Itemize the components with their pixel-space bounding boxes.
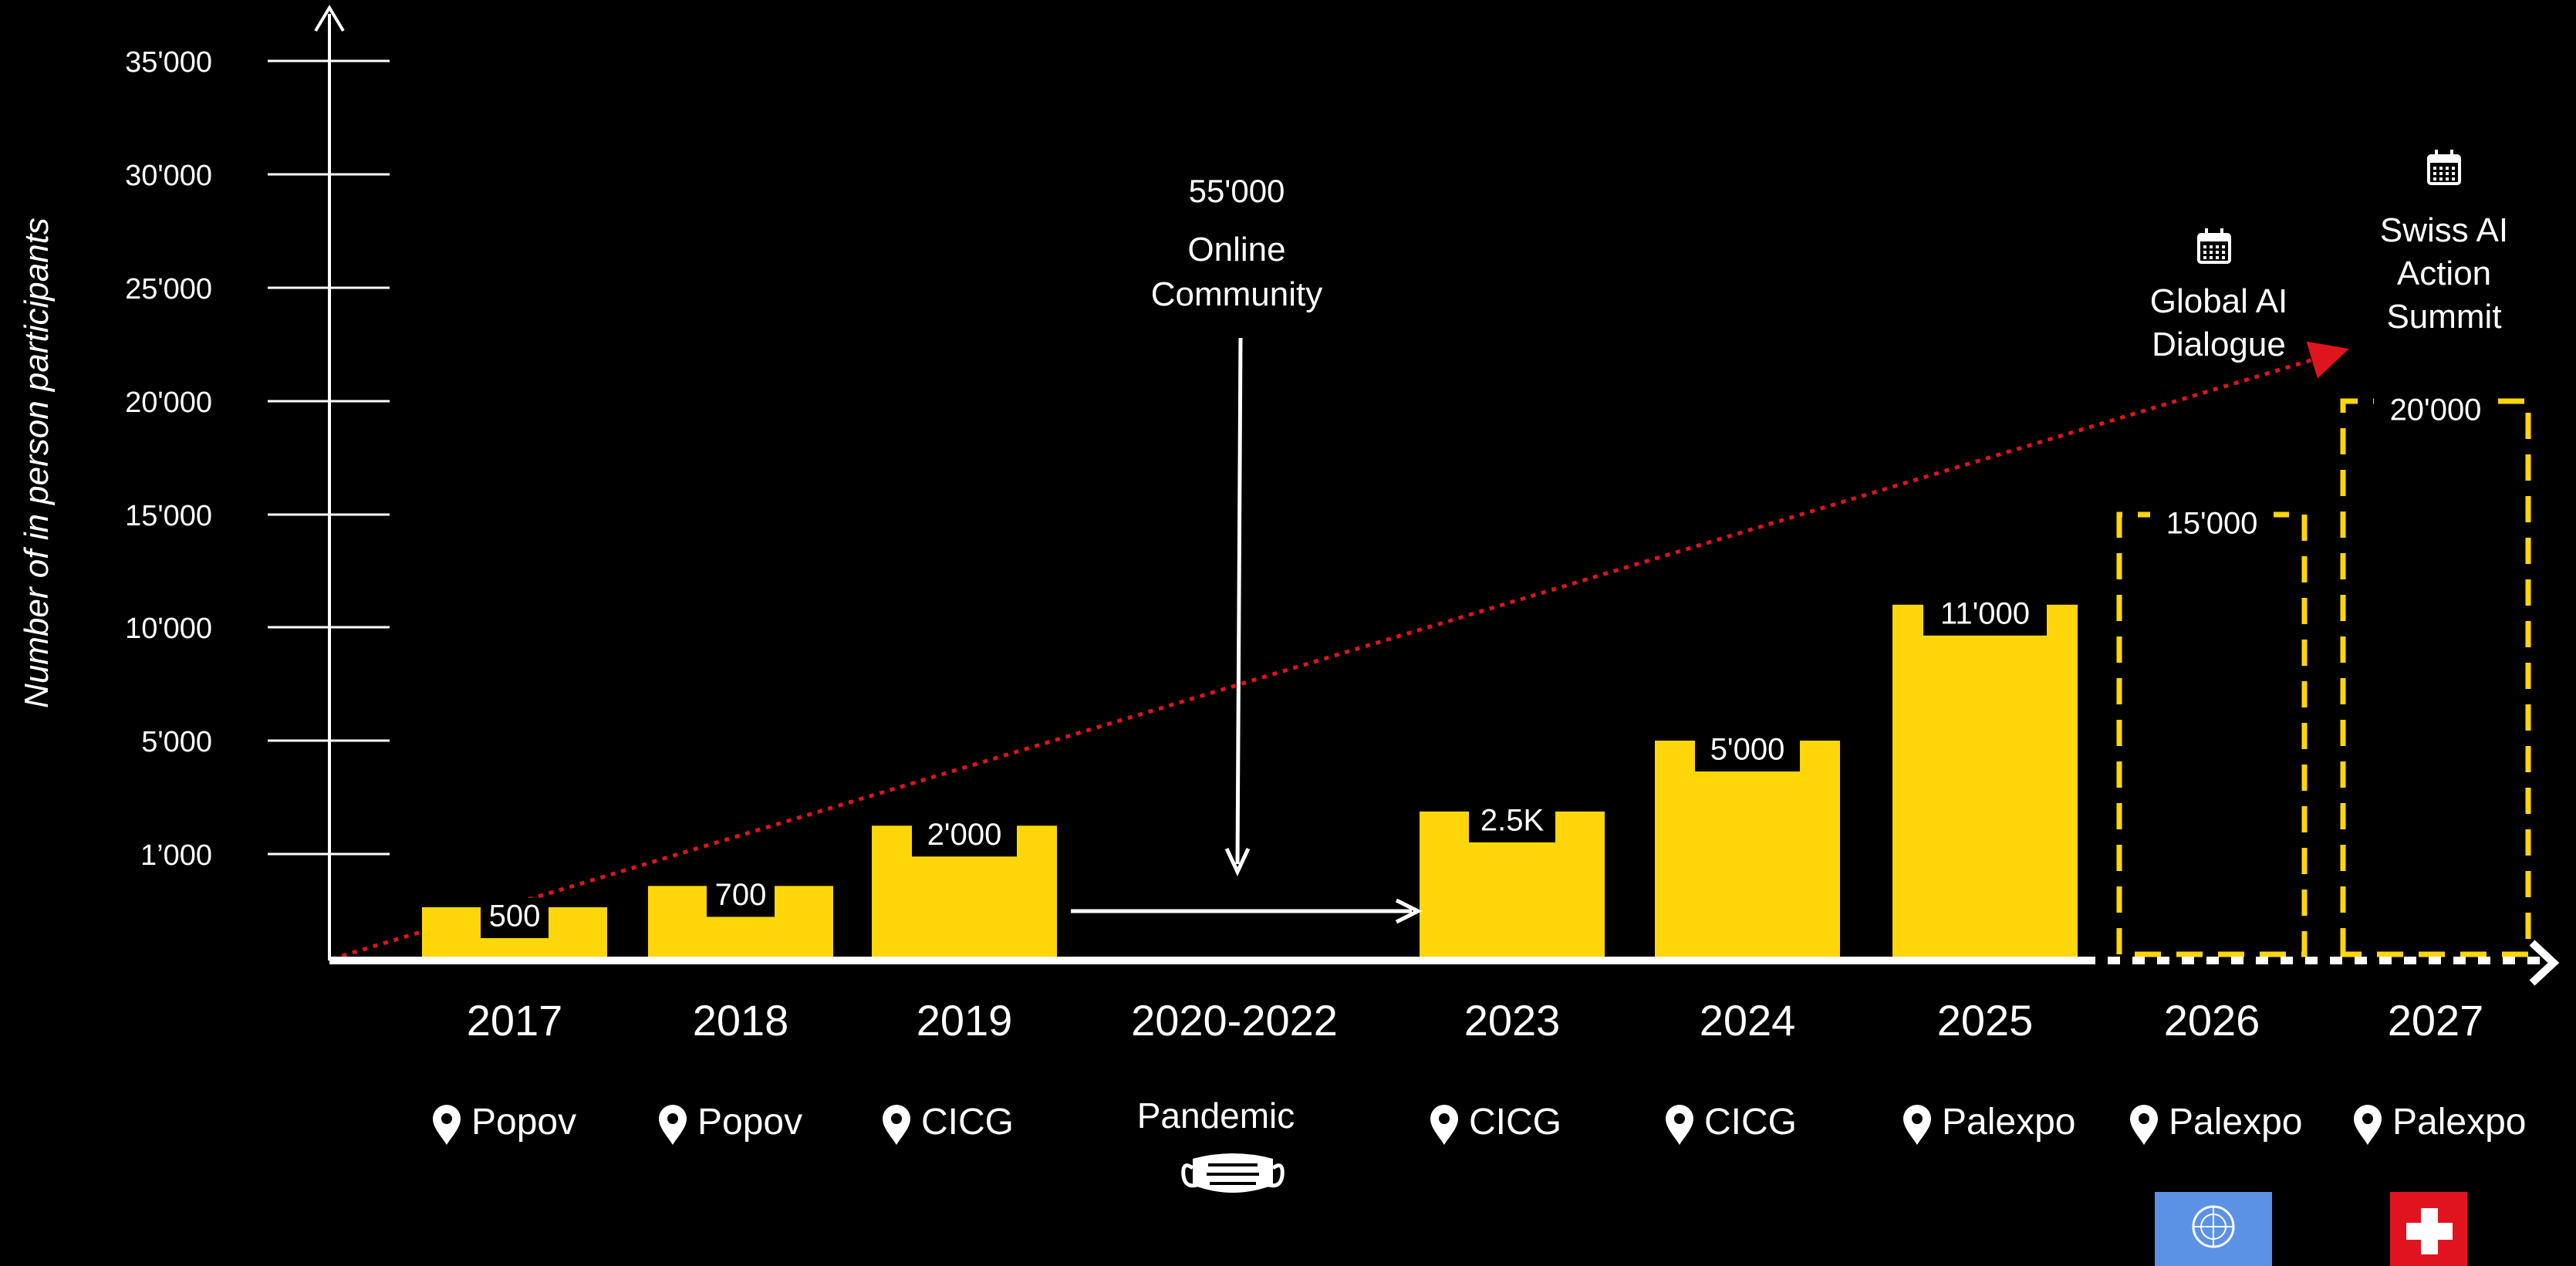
x-tick-label: 2025 <box>1937 996 2034 1045</box>
location-pin-icon <box>2130 1105 2158 1145</box>
venue-label: CICG <box>921 1102 1014 1143</box>
value-label: 700 <box>715 878 767 912</box>
y-axis-title: Number of in person participants <box>18 218 56 708</box>
event-label: Global AI Dialogue <box>2150 282 2288 363</box>
venue-label: CICG <box>1704 1102 1797 1143</box>
y-axis <box>314 5 345 960</box>
x-tick-label: 2020-2022 <box>1131 996 1338 1045</box>
swiss-flag-icon <box>2390 1192 2467 1266</box>
un-flag-icon <box>2155 1192 2272 1266</box>
x-tick-label: 2017 <box>467 996 563 1045</box>
x-tick-label: 2024 <box>1700 996 1796 1045</box>
calendar-icon <box>2427 150 2461 185</box>
value-label: 20'000 <box>2390 393 2482 427</box>
venue-label: Popov <box>471 1102 576 1143</box>
location-pin-icon <box>1430 1105 1458 1145</box>
value-label-bg <box>481 898 549 938</box>
y-ticks: 1’000 5'000 10'000 15'000 20'000 25'000 30'000… <box>125 46 390 872</box>
x-axis <box>329 940 2560 986</box>
value-label: 5'000 <box>1710 733 1785 767</box>
value-label: 15'000 <box>2166 507 2258 541</box>
value-label-bg <box>912 816 1017 857</box>
y-tick-label: 20'000 <box>125 387 212 419</box>
venue-label: Palexpo <box>2169 1102 2302 1143</box>
value-label-bg <box>707 876 775 917</box>
venue-label: Palexpo <box>2392 1102 2526 1143</box>
value-label-bg <box>2374 392 2497 432</box>
venue-label: Palexpo <box>1942 1102 2075 1143</box>
trend-arrow <box>331 341 2349 961</box>
value-label-bg <box>1469 802 1555 842</box>
y-tick-label: 35'000 <box>125 46 212 79</box>
online-community-label: Online Community <box>1151 231 1323 313</box>
venues: Popov Popov CICG Pandemic CICG CICG Palexpo Pal… <box>433 1096 2526 1193</box>
location-pin-icon <box>1903 1105 1931 1145</box>
value-label: 11'000 <box>1940 596 2030 630</box>
y-tick-label: 15'000 <box>125 500 212 532</box>
y-tick-label: 30'000 <box>125 160 212 192</box>
location-pin-icon <box>1666 1105 1693 1145</box>
y-tick-label: 25'000 <box>125 273 212 306</box>
bars <box>422 398 2531 960</box>
location-pin-icon <box>659 1105 687 1145</box>
value-labels: 500 700 2'000 2.5K 5'000 11'000 15'000 20'000 <box>481 392 2497 938</box>
face-mask-icon <box>1181 1153 1285 1193</box>
calendar-icon <box>2197 228 2231 264</box>
pandemic-gap-arrow <box>1071 898 1423 924</box>
bar <box>1892 604 2078 960</box>
venue-label: CICG <box>1469 1102 1561 1143</box>
x-labels: 2017 2018 2019 2020-2022 2023 2024 2025 2026 202… <box>467 996 2484 1045</box>
location-pin-icon <box>2354 1105 2382 1145</box>
x-tick-label: 2018 <box>693 996 789 1045</box>
y-tick-label: 5'000 <box>141 726 212 758</box>
event-label: Swiss AI Action Summit <box>2380 211 2508 336</box>
x-tick-label: 2026 <box>2164 996 2260 1045</box>
venue-label: Popov <box>697 1102 802 1143</box>
venue-label: Pandemic <box>1137 1096 1295 1136</box>
bar <box>1655 741 1840 960</box>
value-label: 2'000 <box>927 818 1002 852</box>
value-label: 500 <box>489 900 541 933</box>
projected-bar <box>2116 511 2308 957</box>
online-community-value: 55'000 <box>1189 173 1285 209</box>
x-tick-label: 2027 <box>2388 996 2484 1045</box>
x-tick-label: 2023 <box>1464 996 1561 1045</box>
events: Global AI Dialogue Swiss AI Action Summit <box>2150 150 2508 1266</box>
value-label-bg <box>1695 731 1800 771</box>
value-label: 2.5K <box>1480 803 1545 837</box>
online-community-arrow <box>1224 337 1251 876</box>
x-tick-label: 2019 <box>917 996 1013 1045</box>
value-label-bg <box>1923 595 2047 636</box>
location-pin-icon <box>433 1105 461 1145</box>
y-tick-label: 1’000 <box>140 839 212 872</box>
value-label-bg <box>2150 505 2274 545</box>
location-pin-icon <box>883 1105 910 1145</box>
y-tick-label: 10'000 <box>125 613 212 645</box>
projected-bar <box>2340 398 2531 957</box>
